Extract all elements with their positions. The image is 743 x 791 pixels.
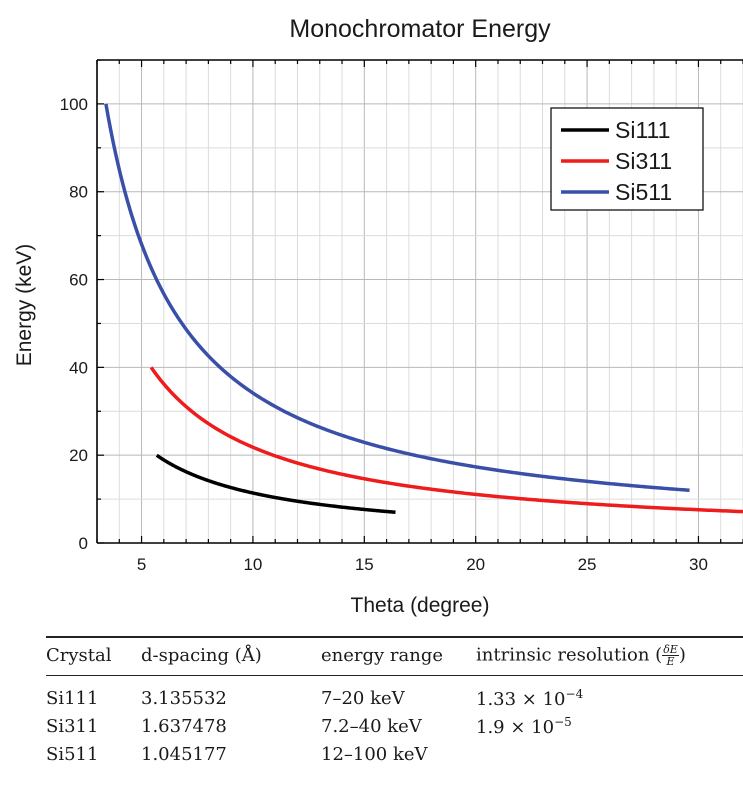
- table-row: Si511 1.045177 12–100 keV: [46, 740, 743, 768]
- y-tick-label: 80: [69, 183, 88, 202]
- x-tick-label: 20: [466, 555, 485, 574]
- cell-resolution: 1.9 × 10−5: [476, 712, 743, 740]
- resolution-exponent: −4: [565, 686, 584, 701]
- series-curves: [104, 103, 743, 514]
- legend-label: Si111: [615, 117, 670, 143]
- x-tick-label: 30: [689, 555, 708, 574]
- y-tick-label: 0: [79, 534, 88, 553]
- legend: Si111 Si311 Si511: [550, 107, 704, 211]
- table-row: Si111 3.135532 7–20 keV 1.33 × 10−4: [46, 676, 743, 713]
- cell-crystal: Si111: [46, 687, 99, 709]
- cell-crystal: Si511: [46, 743, 99, 765]
- tick-labels: 5 10 15 20 25 30 0 20 40 60 80 100: [60, 95, 708, 574]
- table-row: Si311 1.637478 7.2–40 keV 1.9 × 10−5: [46, 712, 743, 740]
- delta-e-over-e-fraction: δE E: [662, 644, 679, 667]
- x-tick-label: 25: [578, 555, 597, 574]
- header-crystal: Crystal: [46, 636, 141, 676]
- y-tick-label: 100: [60, 95, 88, 114]
- crystal-table: Crystal d-spacing (Å) energy range intri…: [46, 636, 743, 768]
- legend-label: Si311: [615, 148, 672, 174]
- x-tick-label: 10: [243, 555, 262, 574]
- cell-d-spacing: 1.045177: [141, 743, 227, 765]
- y-tick-label: 60: [69, 271, 88, 290]
- header-d-spacing: d-spacing (Å): [141, 636, 321, 676]
- table-header-row: Crystal d-spacing (Å) energy range intri…: [46, 636, 743, 676]
- energy-chart: Monochromator Energy 5 10 15 20 25 30 0 20 40 60 8…: [13, 15, 743, 617]
- cell-resolution: 1.33 × 10−4: [476, 676, 743, 713]
- series-line-si111: [155, 453, 396, 514]
- header-resolution-text: intrinsic resolution (: [476, 644, 663, 666]
- x-axis-label: Theta (degree): [351, 594, 490, 617]
- cell-energy-range: 7–20 keV: [321, 687, 405, 709]
- y-axis-label: Energy (keV): [13, 244, 36, 367]
- header-intrinsic-resolution: intrinsic resolution (δE E): [476, 636, 743, 676]
- header-close-paren: ): [678, 644, 686, 666]
- fraction-numerator: δE: [662, 643, 679, 656]
- legend-box: [550, 107, 704, 211]
- x-tick-label: 15: [355, 555, 374, 574]
- crystal-table-container: Crystal d-spacing (Å) energy range intri…: [46, 636, 743, 768]
- x-tick-label: 5: [137, 555, 146, 574]
- cell-energy-range: 7.2–40 keV: [321, 715, 422, 737]
- cell-resolution: [476, 740, 743, 768]
- cell-d-spacing: 3.135532: [141, 687, 227, 709]
- resolution-exponent: −5: [554, 714, 572, 729]
- cell-d-spacing: 1.637478: [141, 715, 227, 737]
- cell-energy-range: 12–100 keV: [321, 743, 428, 765]
- resolution-base: 1.9 × 10: [476, 716, 555, 738]
- series-line-si311: [149, 366, 743, 514]
- y-tick-label: 40: [69, 358, 88, 377]
- resolution-base: 1.33 × 10: [476, 688, 566, 710]
- series-line-si511: [104, 103, 690, 493]
- legend-label: Si511: [615, 179, 672, 205]
- y-tick-label: 20: [69, 446, 88, 465]
- chart-title: Monochromator Energy: [289, 15, 551, 43]
- header-energy-range: energy range: [321, 636, 476, 676]
- cell-crystal: Si311: [46, 715, 99, 737]
- fraction-denominator: E: [666, 655, 675, 668]
- axes: [96, 59, 743, 544]
